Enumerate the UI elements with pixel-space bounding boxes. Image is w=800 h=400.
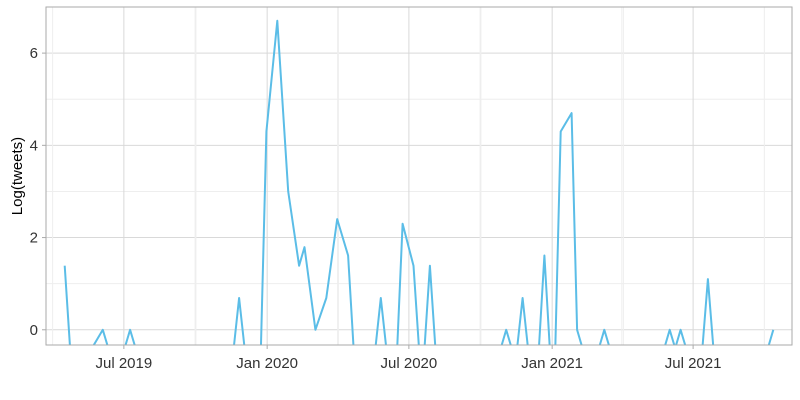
y-tick-label: 0 (30, 322, 38, 339)
grid (46, 6, 792, 345)
series-layer (63, 19, 775, 345)
y-tick-label: 2 (30, 230, 38, 247)
x-tick-label: Jan 2020 (236, 355, 298, 372)
panel-border (45, 6, 793, 346)
y-axis-title: Log(tweets) (9, 137, 26, 215)
axes: 0 2 4 6 Jul 2019 Jan 2020 Jul 2020 Jan 2021 Jul … (30, 45, 722, 372)
x-tick-label: Jul 2020 (381, 355, 438, 372)
y-tick-label: 4 (30, 137, 38, 154)
series-line (63, 19, 775, 345)
y-tick-label: 6 (30, 45, 38, 62)
x-tick-label: Jul 2019 (96, 355, 153, 372)
x-tick-label: Jul 2021 (665, 355, 722, 372)
x-tick-label: Jan 2021 (521, 355, 583, 372)
